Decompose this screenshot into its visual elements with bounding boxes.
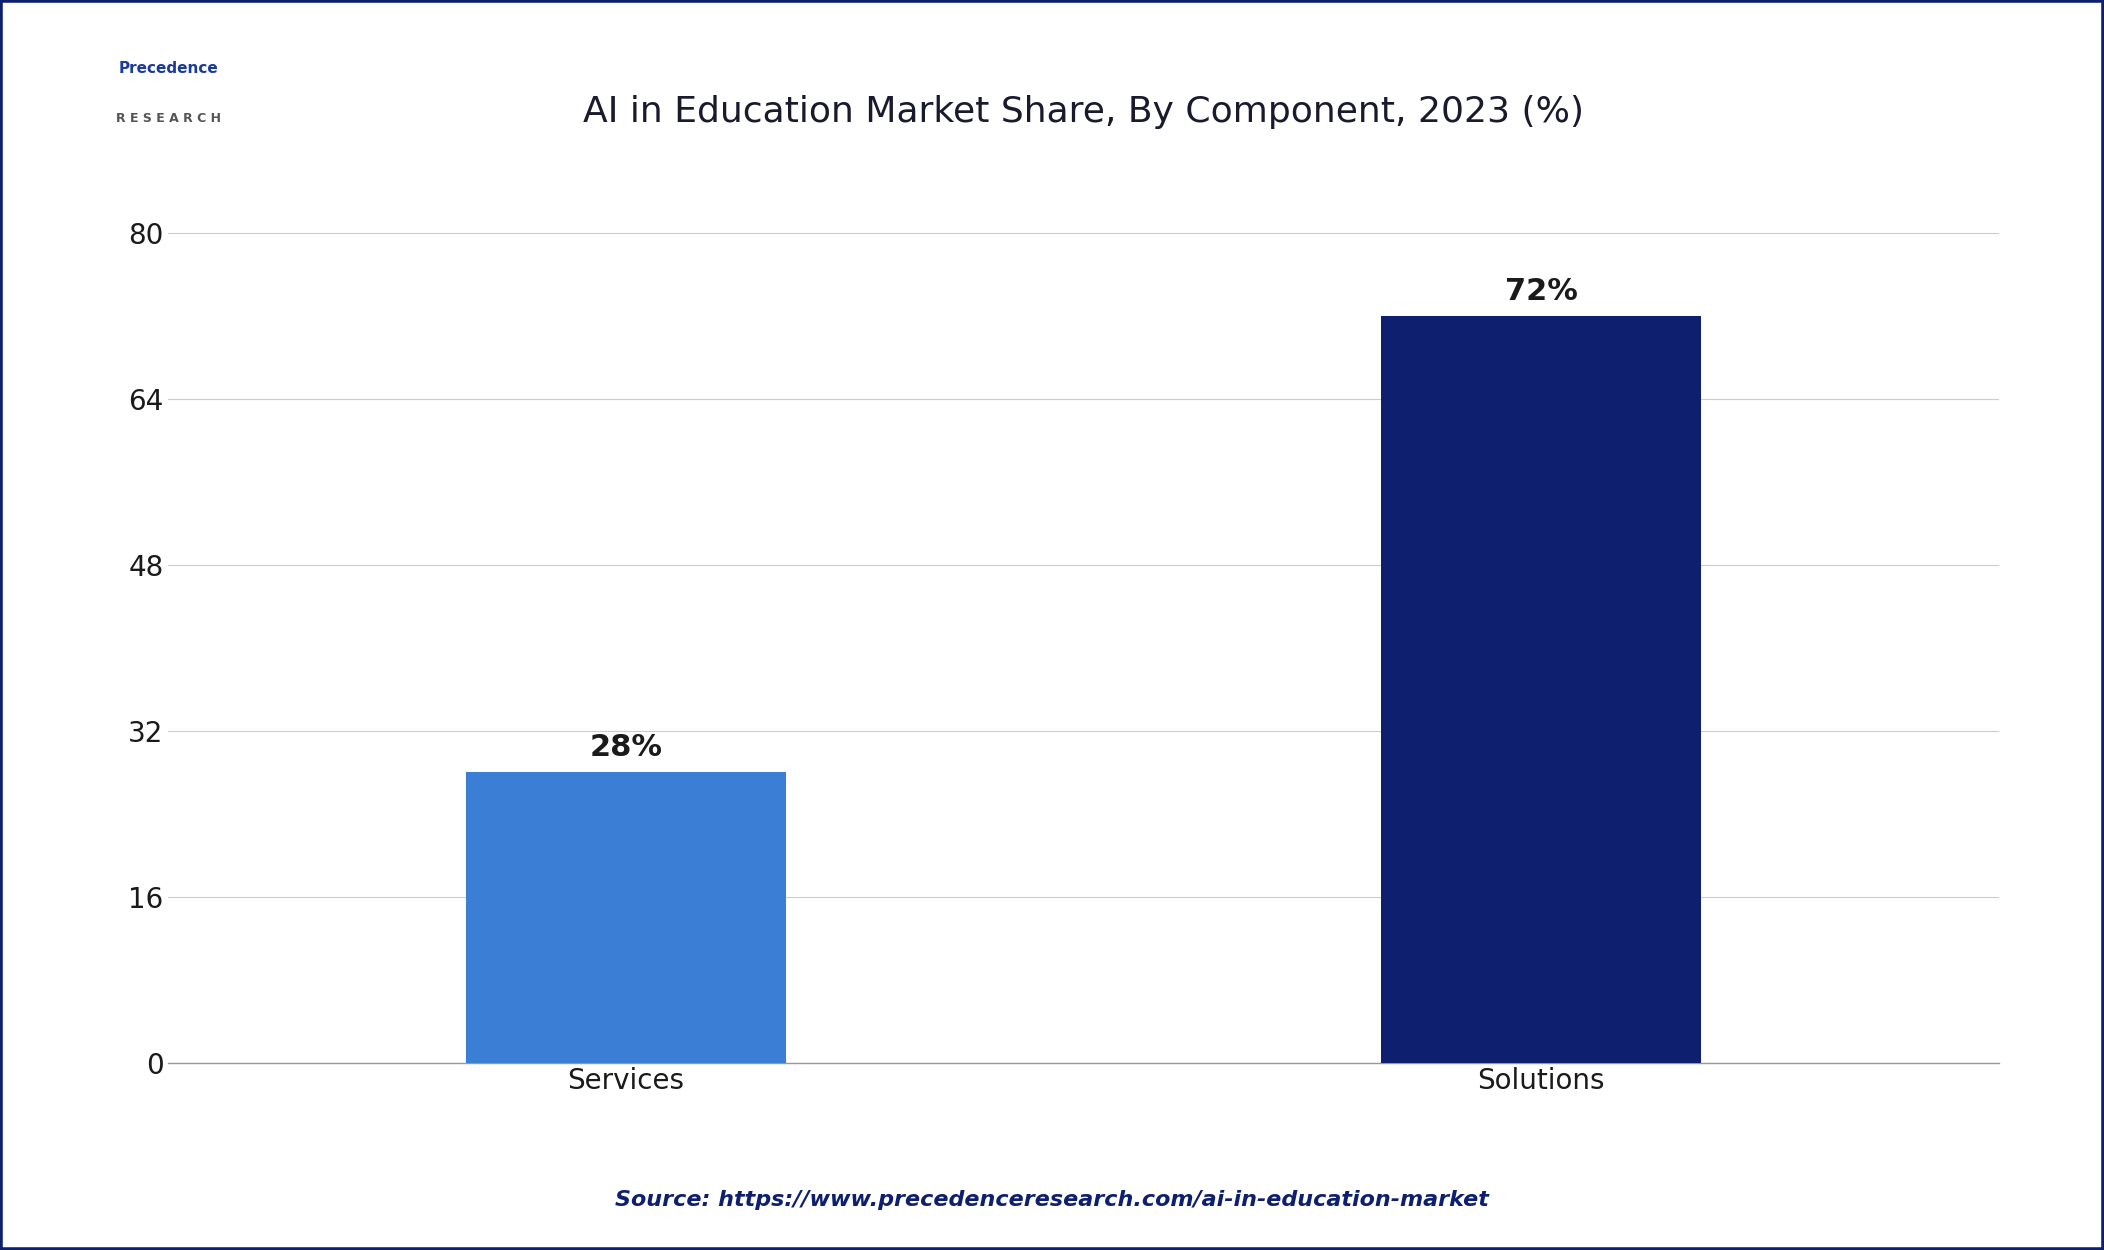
Text: R E S E A R C H: R E S E A R C H bbox=[116, 112, 221, 125]
Bar bbox=[1380, 316, 1702, 1062]
Text: Source: https://www.precedenceresearch.com/ai-in-education-market: Source: https://www.precedenceresearch.c… bbox=[614, 1190, 1490, 1210]
Bar bbox=[465, 772, 787, 1062]
Text: Precedence: Precedence bbox=[118, 61, 219, 76]
Text: 72%: 72% bbox=[1504, 276, 1578, 305]
Text: 28%: 28% bbox=[589, 732, 663, 761]
Title: AI in Education Market Share, By Component, 2023 (%): AI in Education Market Share, By Compone… bbox=[583, 95, 1584, 129]
